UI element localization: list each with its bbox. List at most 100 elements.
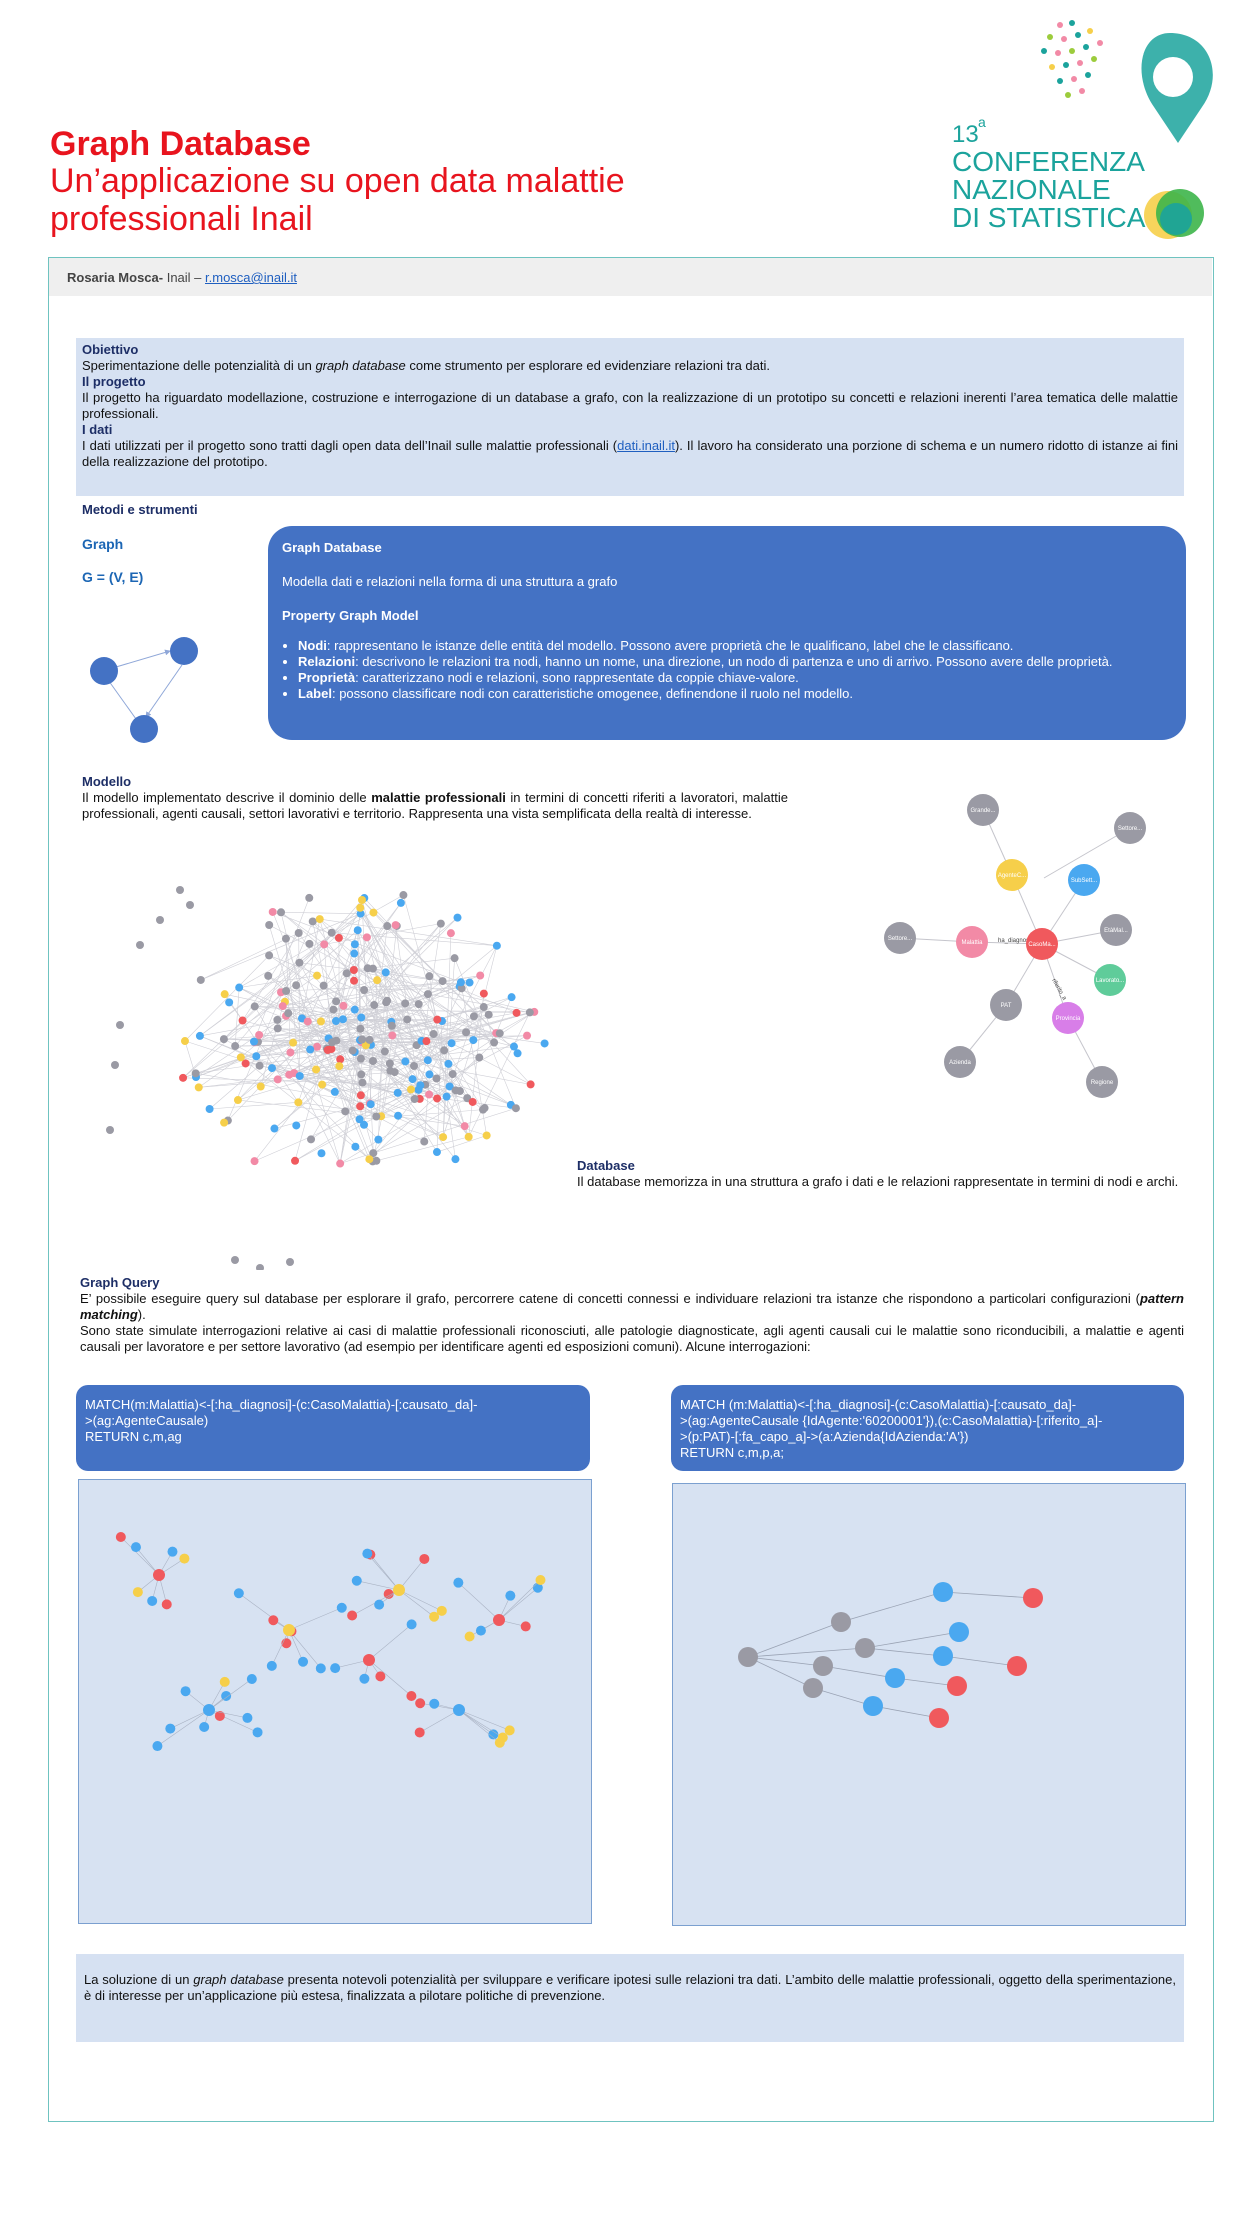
graph-edge bbox=[295, 985, 370, 1160]
graph-node bbox=[511, 1104, 520, 1113]
graph-node bbox=[318, 1080, 327, 1089]
graph-edge bbox=[331, 932, 497, 947]
graph-node bbox=[283, 1624, 295, 1636]
graph-node bbox=[388, 1031, 397, 1040]
graph-node bbox=[414, 1000, 423, 1009]
graph-node bbox=[308, 917, 317, 926]
graph-node bbox=[425, 972, 434, 981]
graph-edge bbox=[239, 987, 363, 1040]
graph-vertex bbox=[130, 715, 158, 743]
graph-edge bbox=[747, 1621, 842, 1658]
graph-node bbox=[303, 1017, 312, 1026]
graph-node bbox=[469, 1012, 478, 1021]
graph-edge bbox=[299, 1075, 447, 1097]
schema-node-label: Azienda bbox=[949, 1060, 971, 1066]
author-email-link[interactable]: r.mosca@inail.it bbox=[205, 270, 297, 285]
graph-node bbox=[220, 990, 229, 999]
graph-node bbox=[147, 1595, 158, 1606]
graph-edge bbox=[315, 1069, 377, 1117]
graph-node bbox=[507, 993, 516, 1002]
graph-edge bbox=[227, 921, 313, 1121]
graph-node bbox=[191, 1069, 200, 1078]
graph-node bbox=[277, 908, 286, 917]
graph-node bbox=[250, 1002, 259, 1011]
graph-node bbox=[214, 1710, 225, 1721]
graph-node bbox=[295, 958, 304, 967]
graph-node bbox=[356, 903, 365, 912]
graph-node bbox=[406, 1691, 417, 1702]
dati-inail-link[interactable]: dati.inail.it bbox=[617, 438, 675, 453]
conclusion-text-b: presenta notevoli potenzialità per svilu… bbox=[84, 1972, 1176, 2003]
graph-edge bbox=[235, 1044, 366, 1047]
graph-edge bbox=[299, 1032, 497, 1077]
data-text-a: I dati utilizzati per il progetto sono t… bbox=[82, 438, 618, 453]
graph-label: Graph bbox=[82, 536, 124, 552]
schema-node bbox=[1026, 928, 1058, 960]
graph-edge bbox=[369, 1042, 495, 1160]
graph-node bbox=[320, 940, 329, 949]
graph-node bbox=[509, 1042, 518, 1051]
graph-edge bbox=[200, 913, 361, 981]
graph-node bbox=[465, 978, 474, 987]
schema-node-label: CasoMa... bbox=[1028, 942, 1056, 948]
graph-node bbox=[409, 1061, 418, 1070]
graph-edge bbox=[376, 1011, 535, 1117]
project-paragraph: Il progetto ha riguardato modellazione, … bbox=[82, 390, 1178, 421]
graph-node bbox=[330, 1087, 339, 1096]
graph-node bbox=[450, 954, 459, 963]
schema-node bbox=[996, 859, 1028, 891]
content-frame bbox=[48, 257, 1214, 2122]
conference-logo: 13 a CONFERENZA NAZIONALE DI STATISTICA bbox=[952, 20, 1213, 239]
query-result-1-graph bbox=[115, 1532, 546, 1752]
graph-edge bbox=[468, 1012, 531, 1138]
author-affiliation: Inail – bbox=[163, 270, 206, 285]
logo-line2: NAZIONALE bbox=[952, 174, 1111, 205]
graph-node bbox=[294, 929, 303, 938]
schema-node bbox=[967, 794, 999, 826]
graph-node bbox=[393, 1584, 405, 1596]
schema-node bbox=[1100, 914, 1132, 946]
graph-node bbox=[855, 1638, 875, 1658]
graph-edge bbox=[747, 1656, 814, 1689]
graph-node bbox=[456, 978, 465, 987]
graph-edge bbox=[277, 969, 355, 1029]
graph-edge bbox=[288, 1607, 342, 1631]
query-1-line: RETURN c,m,ag bbox=[85, 1429, 182, 1444]
graph-node bbox=[492, 941, 501, 950]
graph-edge bbox=[498, 1587, 538, 1621]
model-section: Modello Il modello implementato descrive… bbox=[82, 774, 788, 822]
graph-node bbox=[370, 1001, 379, 1010]
graph-node bbox=[451, 1155, 460, 1164]
graph-edge bbox=[195, 1073, 370, 1104]
graph-node bbox=[312, 1065, 321, 1074]
graph-node bbox=[356, 1024, 365, 1033]
graph-edge bbox=[361, 899, 413, 1080]
graph-edge bbox=[237, 1099, 377, 1117]
graph-node bbox=[156, 916, 164, 924]
graph-node bbox=[341, 1107, 350, 1116]
graph-node bbox=[1023, 1588, 1043, 1608]
graph-node bbox=[180, 1037, 189, 1046]
poster-subtitle: Un’applicazione su open data malattie pr… bbox=[50, 162, 770, 238]
graph-edge bbox=[747, 1656, 824, 1667]
graph-node bbox=[315, 915, 324, 924]
graph-edge bbox=[324, 923, 441, 945]
graph-node bbox=[265, 951, 274, 960]
graph-node bbox=[490, 1038, 499, 1047]
graph-node bbox=[307, 1135, 316, 1144]
graph-edge bbox=[319, 918, 461, 1092]
property-graph-box: Graph Database Modella dati e relazioni … bbox=[268, 526, 1186, 740]
graph-node bbox=[383, 996, 392, 1005]
graph-node bbox=[432, 1148, 441, 1157]
graph-node bbox=[268, 1615, 279, 1626]
graph-node bbox=[432, 1074, 441, 1083]
graph-node bbox=[813, 1656, 833, 1676]
pg-title: Graph Database bbox=[282, 540, 382, 555]
graph-node bbox=[349, 966, 358, 975]
graph-node bbox=[351, 1142, 360, 1151]
data-text-b: ). Il lavoro ha considerato una porzione… bbox=[82, 438, 1178, 469]
graph-node bbox=[179, 1073, 188, 1082]
graph-node bbox=[357, 1070, 366, 1079]
objective-paragraph: Sperimentazione delle potenzialità di un… bbox=[82, 358, 1178, 374]
graph-edge bbox=[454, 958, 517, 1109]
